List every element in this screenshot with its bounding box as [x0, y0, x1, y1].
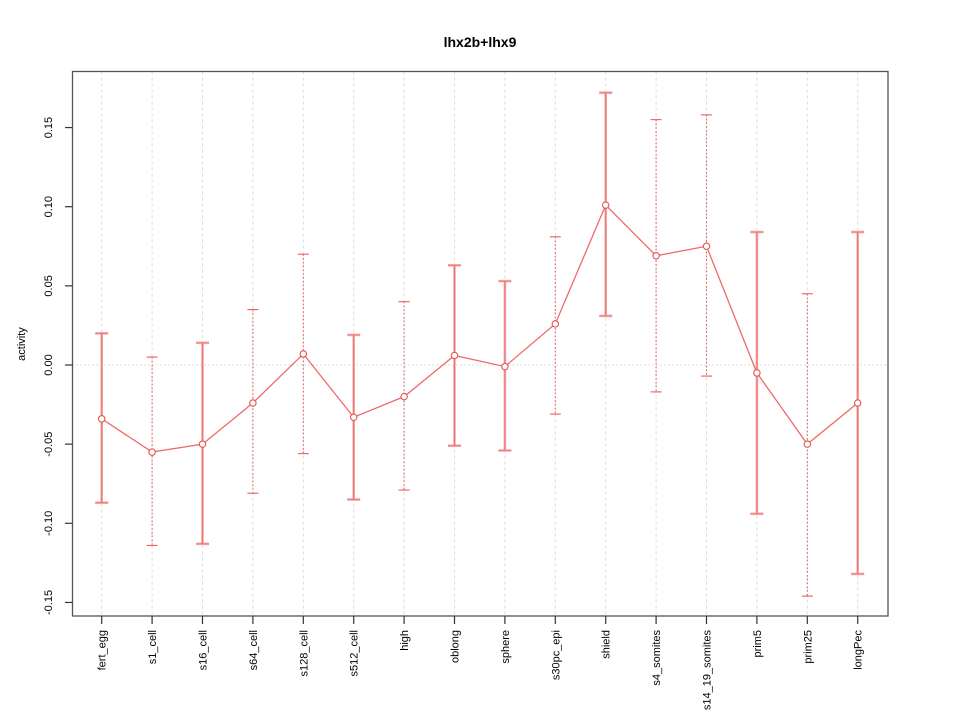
x-tick-label: s512_cell — [349, 630, 361, 676]
data-point — [551, 320, 560, 328]
plot-area: 0.15 0.10 0.05 0.00 -0.05 -0.10 -0.15 fert_egg s… — [43, 70, 889, 711]
x-tick-label: s64_cell — [248, 630, 260, 670]
x-tick-label: fert_egg — [97, 630, 109, 670]
x-tick-label: s16_cell — [198, 630, 210, 670]
data-point — [349, 413, 358, 421]
y-tick-label: 0.10 — [43, 196, 55, 217]
plot-box — [71, 70, 889, 617]
x-tick-label: sphere — [500, 630, 512, 664]
y-tick-label: -0.15 — [43, 590, 55, 615]
x-tick-label: s1_cell — [147, 630, 159, 664]
y-tick-label: -0.05 — [43, 432, 55, 457]
data-point — [97, 415, 106, 423]
data-point — [198, 440, 207, 448]
chart-title: lhx2b+lhx9 — [444, 34, 517, 50]
data-point — [652, 252, 660, 260]
x-tick-label: shield — [601, 630, 613, 659]
x-tick-label: longPec — [853, 630, 865, 670]
x-tick-label: s14_19_somites — [702, 630, 714, 711]
x-tick-label: prim5 — [752, 630, 764, 658]
data-point — [148, 448, 156, 456]
x-tick-label: s4_somites — [651, 630, 663, 686]
x-tick-label: prim25 — [802, 630, 814, 664]
data-point — [299, 350, 308, 358]
y-tick-label: -0.10 — [43, 511, 55, 536]
x-tick-label: high — [399, 630, 411, 651]
data-point — [702, 242, 711, 251]
data-point — [803, 440, 812, 448]
y-tick-label: 0.05 — [43, 275, 55, 296]
x-tick-label: oblong — [450, 630, 462, 663]
y-tick-label: 0.00 — [43, 354, 55, 375]
x-tick-label: s30pc_epi — [550, 630, 562, 680]
data-point — [753, 369, 761, 377]
data-point — [501, 362, 509, 371]
x-tick-label: s128_cell — [298, 630, 310, 676]
y-tick-label: 0.15 — [43, 117, 55, 138]
data-point — [601, 201, 610, 209]
y-axis-label: activity — [16, 327, 28, 361]
data-point — [450, 351, 459, 360]
activity-line — [101, 203, 859, 453]
data-point — [400, 392, 408, 401]
data-point — [853, 399, 862, 407]
data-point — [249, 399, 257, 407]
